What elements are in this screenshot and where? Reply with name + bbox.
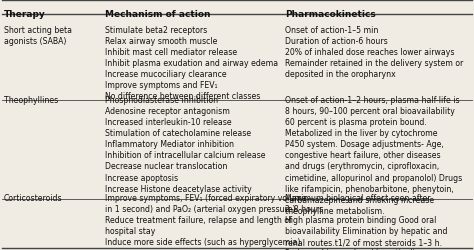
Text: Onset of action-1–2 hours, plasma half-life is
8 hours, 90–100 percent oral bioa: Onset of action-1–2 hours, plasma half-l… — [285, 96, 463, 215]
Text: Improve symptoms, FEV₁ (forced expiratory volume
in 1 second) and PaO₂ (arterial: Improve symptoms, FEV₁ (forced expirator… — [105, 193, 307, 246]
Text: Phosphodiasterase inhibition
Adenosine receptor antagonism
Increased interleukin: Phosphodiasterase inhibition Adenosine r… — [105, 96, 266, 193]
Text: Corticosteroids: Corticosteroids — [4, 193, 63, 202]
Text: Mechanism of action: Mechanism of action — [105, 10, 211, 18]
Text: Theophyllines: Theophyllines — [4, 96, 58, 104]
Text: Stimulate beta2 receptors
Relax airway smooth muscle
Inhibit mast cell mediator : Stimulate beta2 receptors Relax airway s… — [105, 26, 278, 101]
Text: Short acting beta
agonists (SABA): Short acting beta agonists (SABA) — [4, 26, 72, 46]
Text: Onset of action-1–5 min
Duration of action-6 hours
20% of inhaled dose reaches l: Onset of action-1–5 min Duration of acti… — [285, 26, 464, 79]
Text: Maximum biological effect seen after
2–8 hours
High plasma protein binding Good : Maximum biological effect seen after 2–8… — [285, 193, 448, 250]
Text: Therapy: Therapy — [4, 10, 46, 18]
Text: Pharmacokinetics: Pharmacokinetics — [285, 10, 376, 18]
